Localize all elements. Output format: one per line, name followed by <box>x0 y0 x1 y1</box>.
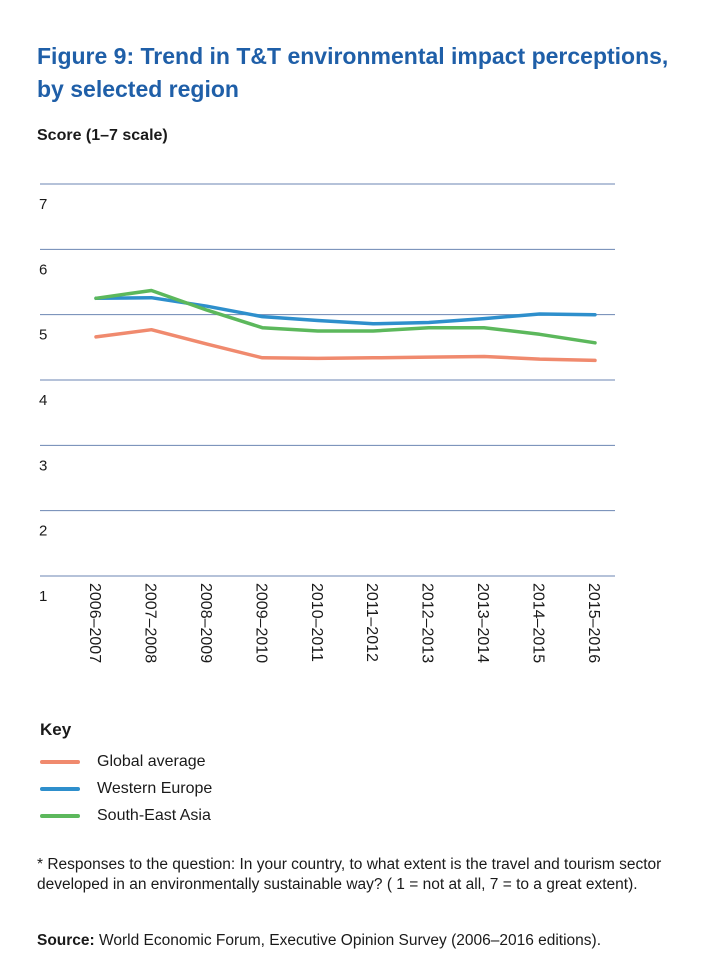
x-tick-label-2: 2008–2009 <box>197 583 214 663</box>
x-tick-labels: 2006–2007 2007–2008 2008–2009 2009–2010 2010… <box>86 583 602 663</box>
series-line-western-europe <box>94 295 597 326</box>
y-tick-label-6: 6 <box>39 261 47 278</box>
x-tick-label-3: 2009–2010 <box>252 583 269 663</box>
legend-swatch-global-average <box>40 759 80 764</box>
y-tick-label-2: 2 <box>39 523 47 540</box>
x-tick-label-7: 2013–2014 <box>474 583 491 663</box>
legend-item-south-east-asia: South-East Asia <box>40 802 440 829</box>
footnote: * Responses to the question: In your cou… <box>37 856 662 893</box>
x-tick-label-0: 2006–2007 <box>86 583 103 663</box>
y-tick-labels: 1 2 3 4 5 6 7 <box>39 196 47 605</box>
x-tick-label-5: 2011–2012 <box>363 583 380 662</box>
x-tick-label-8: 2014–2015 <box>530 583 547 663</box>
y-tick-label-5: 5 <box>39 327 47 344</box>
legend-title: Key <box>40 720 72 739</box>
legend-swatch-western-europe <box>40 786 80 791</box>
source-label: Source: <box>37 932 95 949</box>
source-text: World Economic Forum, Executive Opinion … <box>94 932 602 949</box>
series-lines <box>94 288 597 363</box>
legend-label-south-east-asia: South-East Asia <box>97 806 211 824</box>
legend-swatch-south-east-asia <box>40 813 80 818</box>
legend: Key Global average Western Europe South-… <box>40 720 440 829</box>
y-tick-label-4: 4 <box>39 392 47 409</box>
y-tick-label-1: 1 <box>39 588 47 605</box>
series-line-south-east-asia <box>94 288 597 345</box>
source-line: Source: World Economic Forum, Executive … <box>37 931 707 951</box>
legend-label-western-europe: Western Europe <box>97 779 213 797</box>
gridlines <box>40 183 615 577</box>
y-axis-title: Score (1–7 scale) <box>37 127 168 144</box>
line-chart: 1 2 3 4 5 6 7 2006–2007 2007–2008 2008–2009 2009–… <box>39 183 615 663</box>
legend-item-western-europe: Western Europe <box>40 775 440 802</box>
x-tick-label-4: 2010–2011 <box>308 583 325 662</box>
x-tick-label-9: 2015–2016 <box>585 583 602 663</box>
legend-item-global-average: Global average <box>40 748 440 775</box>
y-tick-label-7: 7 <box>39 196 47 213</box>
chart-title: Figure 9: Trend in T&T environmental imp… <box>37 43 669 102</box>
series-line-global-average <box>94 327 597 363</box>
legend-label-global-average: Global average <box>97 752 206 770</box>
y-tick-label-3: 3 <box>39 457 47 474</box>
x-tick-label-6: 2012–2013 <box>419 583 436 663</box>
x-tick-label-1: 2007–2008 <box>141 583 158 663</box>
